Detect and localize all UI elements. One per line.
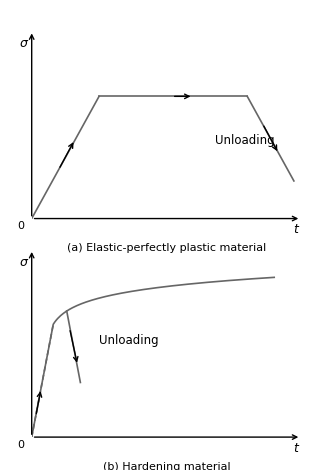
Text: Unloading: Unloading bbox=[99, 334, 159, 347]
Text: t: t bbox=[293, 223, 298, 236]
Text: 0: 0 bbox=[17, 221, 24, 231]
Text: σ: σ bbox=[20, 256, 28, 269]
Text: t: t bbox=[293, 442, 298, 455]
Text: σ: σ bbox=[20, 37, 28, 50]
Text: 0: 0 bbox=[17, 439, 24, 450]
Text: (b) Hardening material: (b) Hardening material bbox=[103, 462, 230, 470]
Text: Unloading: Unloading bbox=[215, 134, 275, 147]
Text: (a) Elastic-perfectly plastic material: (a) Elastic-perfectly plastic material bbox=[67, 243, 266, 253]
